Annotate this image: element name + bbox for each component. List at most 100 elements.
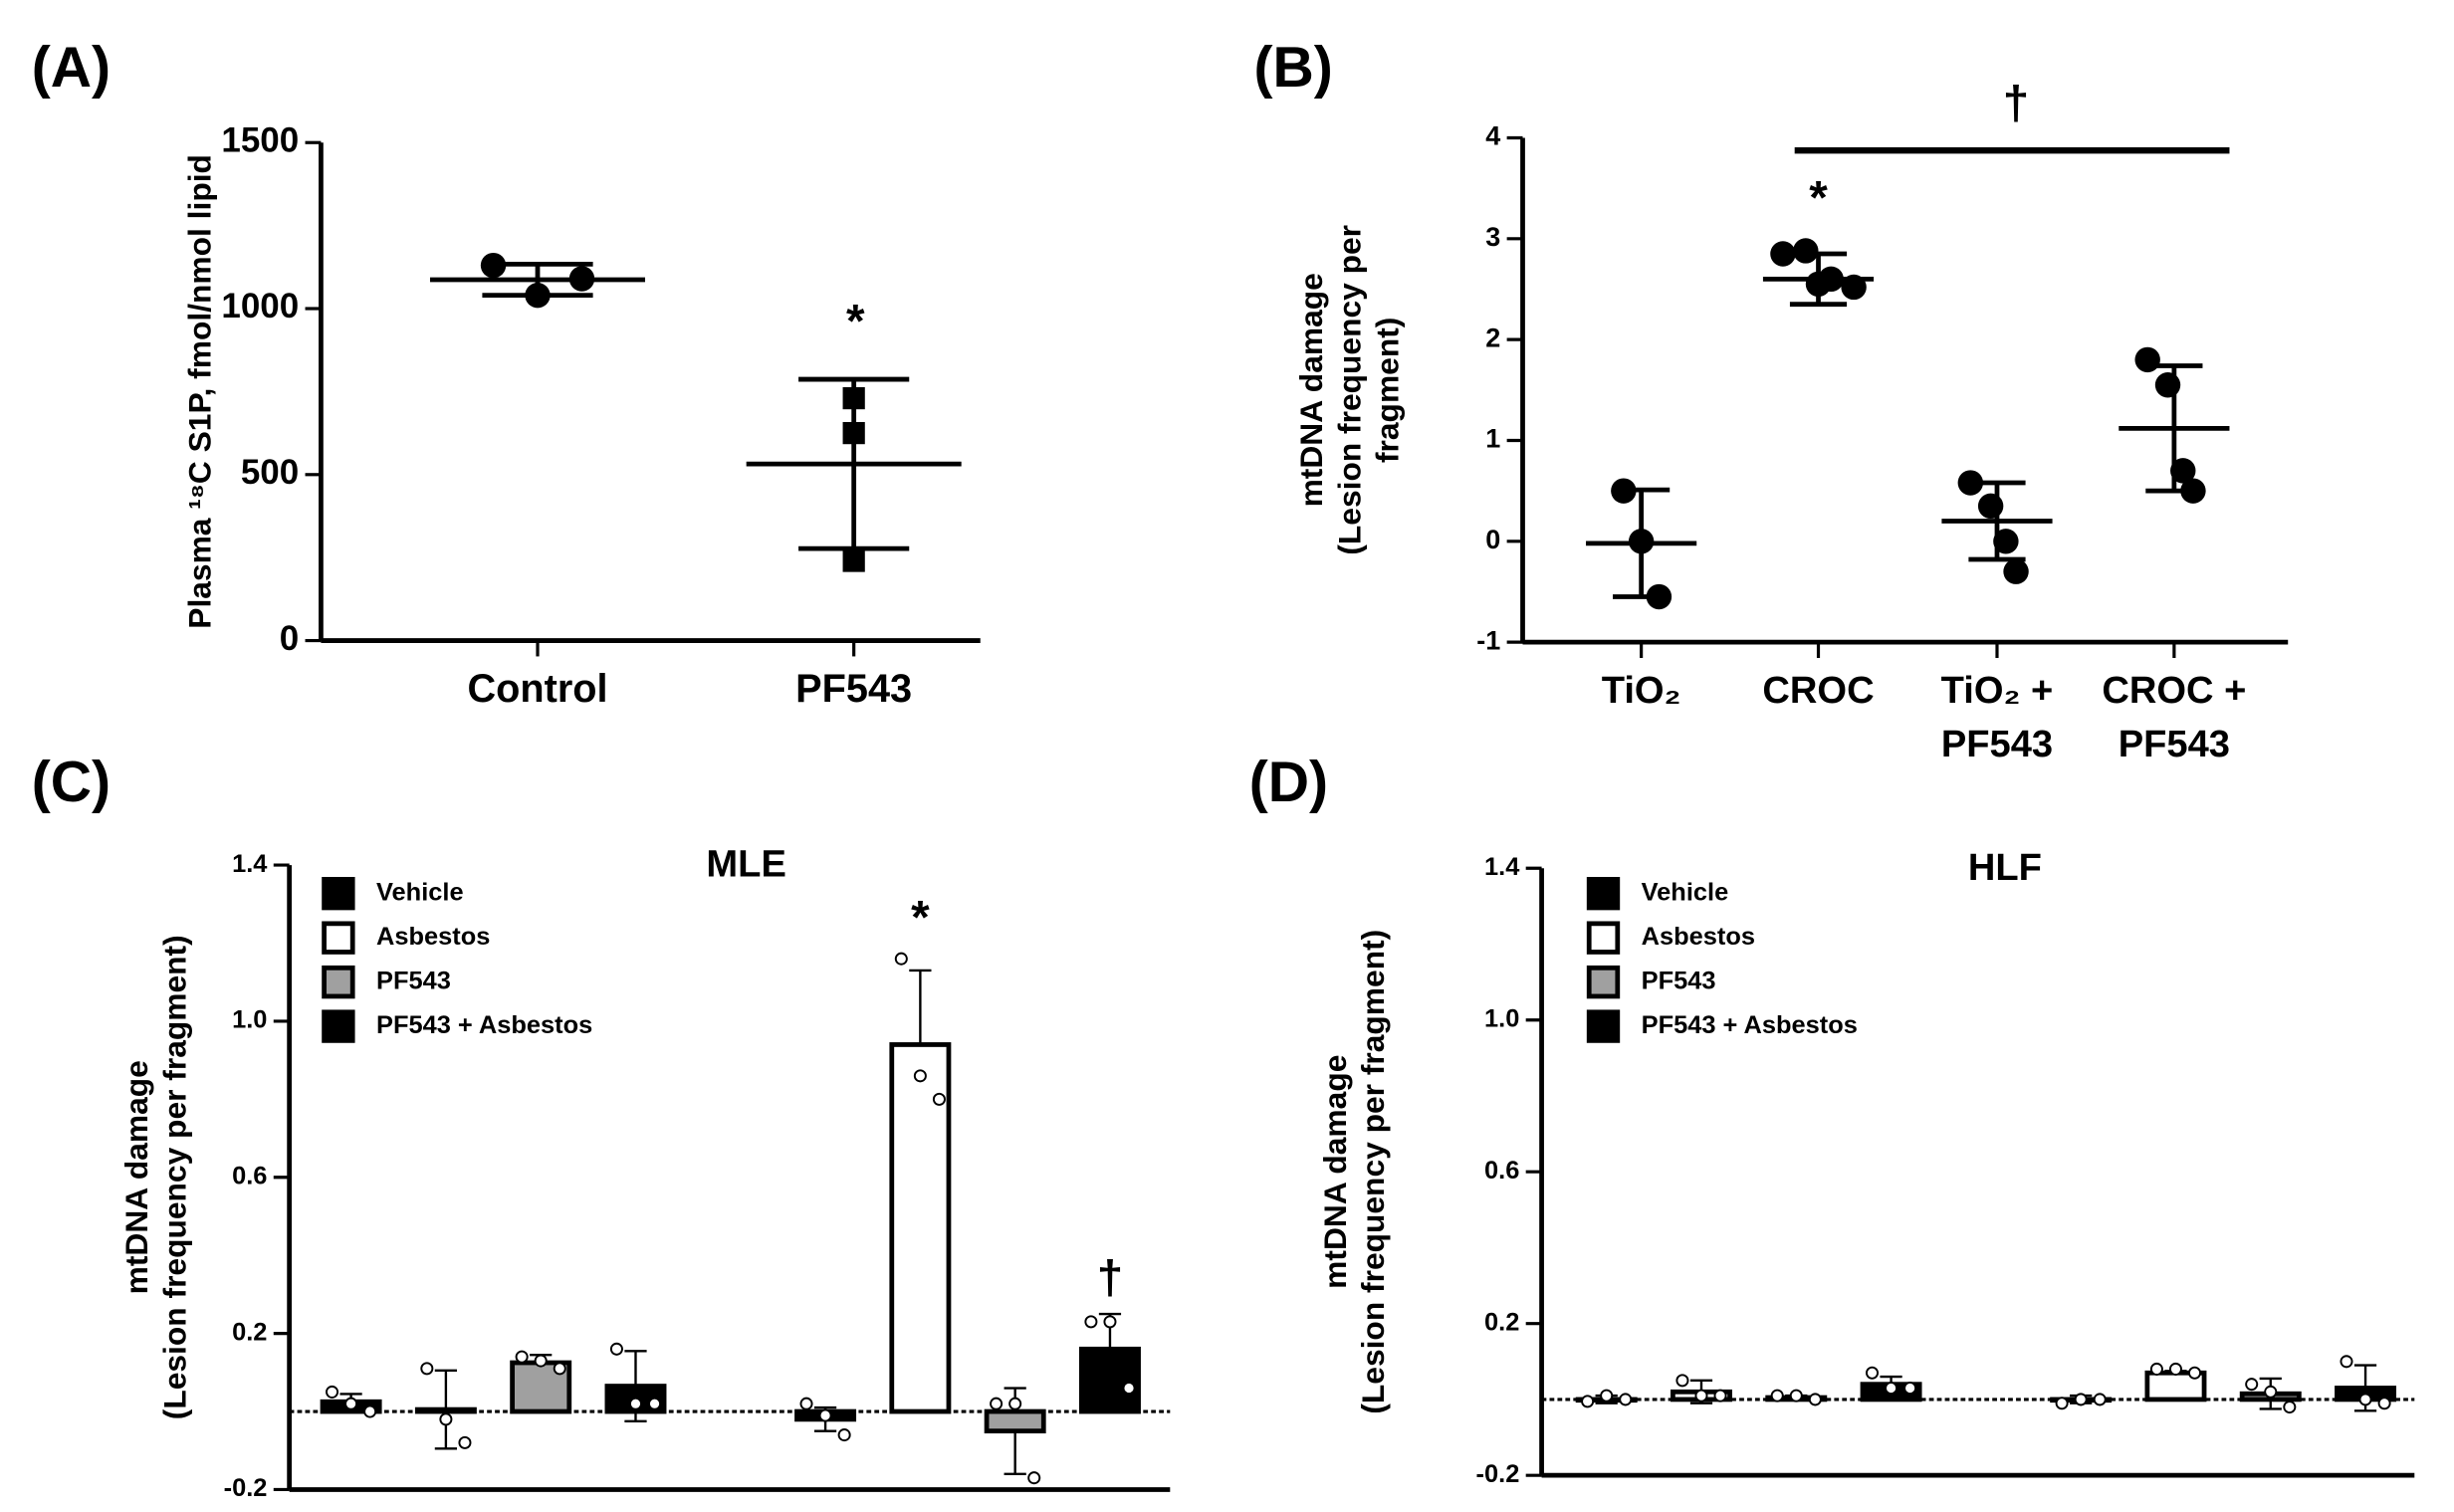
data-point	[2245, 1378, 2259, 1392]
data-point	[525, 282, 551, 309]
data-point	[2003, 558, 2029, 584]
y-tick-label: 0.6	[232, 1162, 267, 1189]
legend-swatch	[1586, 1009, 1621, 1043]
data-point	[1770, 241, 1796, 267]
bar	[984, 1408, 1046, 1434]
legend-label: PF543	[1642, 967, 1716, 994]
y-tick-label: -0.2	[1476, 1460, 1520, 1488]
annotation: *	[1809, 172, 1828, 225]
x-tick-label: PF543	[795, 667, 912, 711]
data-point	[326, 1385, 339, 1399]
bar	[414, 1406, 477, 1414]
data-point	[1993, 529, 2019, 554]
data-point	[2180, 478, 2206, 504]
legend-swatch	[322, 1009, 355, 1043]
data-point	[1713, 1389, 1727, 1403]
data-point	[344, 1397, 358, 1410]
data-point	[2170, 458, 2196, 484]
panel-label: (D)	[1249, 751, 1328, 814]
y-tick-label: 3	[1485, 222, 1500, 252]
y-tick-label: 0	[280, 619, 299, 658]
data-point	[1694, 1389, 1708, 1403]
legend-swatch	[322, 921, 355, 955]
y-axis-label: Plasma ¹⁸C S1P, fmol/nmol lipid	[182, 154, 218, 629]
data-point	[818, 1408, 832, 1422]
y-axis-label: (Lesion frequency per fragment)	[1355, 930, 1391, 1414]
legend-swatch	[322, 877, 355, 911]
bar	[889, 1042, 952, 1414]
x-tick-label: CROC	[1762, 670, 1874, 712]
data-point	[2340, 1355, 2353, 1369]
data-point	[1841, 274, 1867, 301]
data-point	[932, 1092, 946, 1106]
data-point	[1103, 1315, 1117, 1329]
x-tick-label: TiO₂ +	[1941, 670, 2054, 712]
data-point	[2264, 1385, 2278, 1399]
data-point	[1646, 583, 1673, 610]
data-point	[480, 252, 507, 279]
y-axis-label: (Lesion frequency per fragment)	[156, 935, 192, 1419]
data-point	[420, 1362, 434, 1376]
annotation: *	[846, 295, 865, 347]
data-point	[2149, 1362, 2163, 1376]
data-point	[2358, 1393, 2372, 1406]
data-point	[2283, 1401, 2297, 1414]
data-point	[842, 421, 865, 445]
data-point	[458, 1435, 472, 1449]
y-tick-label: 0.6	[1484, 1157, 1519, 1185]
data-point	[1008, 1397, 1022, 1410]
data-point	[628, 1397, 642, 1410]
data-point	[1866, 1366, 1880, 1380]
data-point	[1581, 1395, 1595, 1408]
x-tick-label: CROC +	[2102, 670, 2246, 712]
data-point	[1619, 1393, 1633, 1406]
data-point	[568, 266, 595, 292]
data-point	[1770, 1389, 1784, 1403]
data-point	[1789, 1389, 1803, 1403]
data-point	[2154, 372, 2181, 398]
data-point	[609, 1342, 623, 1356]
data-point	[534, 1354, 548, 1368]
data-point	[2093, 1393, 2107, 1406]
legend-swatch	[1586, 965, 1621, 999]
chart-title: MLE	[706, 844, 785, 886]
data-point	[1903, 1381, 1917, 1396]
y-tick-label: 1	[1485, 424, 1500, 454]
y-tick-label: 1500	[221, 120, 299, 159]
data-point	[1808, 1393, 1822, 1406]
chart-title: HLF	[1968, 847, 2042, 889]
data-point	[1628, 529, 1655, 554]
y-tick-label: 1000	[221, 287, 299, 325]
data-point	[2168, 1362, 2182, 1376]
y-axis-label: fragment)	[1369, 318, 1405, 463]
y-tick-label: 2	[1485, 323, 1500, 352]
x-tick-label: Control	[467, 667, 607, 711]
data-point	[1084, 1315, 1098, 1329]
data-point	[1977, 493, 2004, 520]
legend-label: Asbestos	[376, 923, 490, 951]
y-tick-label: 1.0	[232, 1006, 267, 1034]
legend-label: PF543	[376, 967, 451, 994]
data-point	[1818, 266, 1844, 293]
legend-label: Asbestos	[1642, 923, 1755, 951]
annotation: †	[1097, 1251, 1124, 1304]
data-point	[2188, 1366, 2202, 1380]
bar	[1078, 1346, 1141, 1414]
y-tick-label: 1.0	[1484, 1004, 1519, 1032]
y-axis-label: mtDNA damage	[1293, 273, 1329, 507]
data-point	[842, 549, 865, 572]
y-tick-label: 0	[1485, 525, 1500, 554]
y-axis-label: mtDNA damage	[118, 1060, 154, 1294]
data-point	[2074, 1393, 2088, 1406]
x-tick-label: TiO₂	[1602, 670, 1681, 712]
y-axis-label: mtDNA damage	[1317, 1055, 1353, 1289]
legend-label: PF543 + Asbestos	[1642, 1011, 1858, 1039]
data-point	[990, 1397, 1004, 1410]
data-point	[913, 1069, 927, 1083]
data-point	[1885, 1381, 1898, 1396]
legend-label: Vehicle	[1642, 878, 1729, 906]
panel-label: (B)	[1254, 36, 1333, 100]
data-point	[842, 386, 865, 410]
